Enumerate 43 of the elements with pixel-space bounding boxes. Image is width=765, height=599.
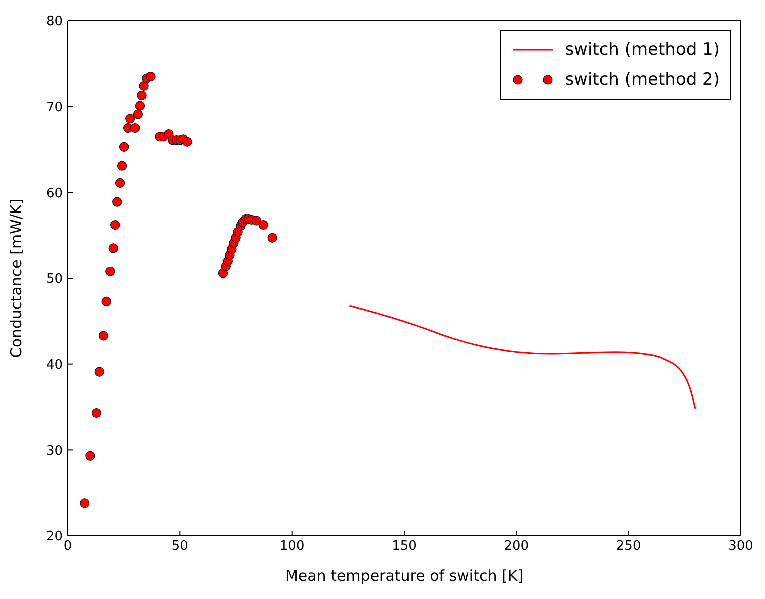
- point: [102, 296, 112, 306]
- point: [146, 72, 156, 82]
- point: [120, 142, 130, 152]
- line-series: [349, 305, 696, 410]
- y-tick-label: 30: [46, 444, 63, 459]
- x-tick-label: 0: [64, 539, 72, 554]
- point: [139, 81, 149, 92]
- point: [126, 114, 136, 124]
- point: [137, 90, 147, 100]
- legend-label: switch (method 2): [565, 69, 720, 92]
- point: [182, 137, 192, 147]
- point: [252, 216, 262, 226]
- x-tick-label: 250: [616, 539, 642, 554]
- x-axis-title: Mean temperature of switch [K]: [285, 567, 524, 585]
- point: [117, 161, 128, 171]
- y-tick-label: 60: [46, 186, 63, 202]
- x-tick-label: 100: [280, 539, 305, 554]
- point: [130, 123, 140, 134]
- legend-label: switch (method 1): [565, 39, 720, 62]
- x-tick-label: 200: [504, 539, 530, 554]
- y-tick-label: 80: [46, 14, 63, 30]
- y-tick-label: 40: [46, 358, 63, 373]
- point: [115, 178, 126, 188]
- y-tick-label: 20: [46, 530, 63, 545]
- point: [106, 266, 116, 276]
- point: [258, 220, 268, 230]
- point: [268, 233, 278, 243]
- y-tick-label: 70: [46, 100, 63, 116]
- point: [110, 220, 120, 230]
- x-tick-label: 300: [728, 539, 754, 554]
- point: [92, 408, 102, 418]
- x-tick-label: 150: [392, 539, 417, 554]
- point: [133, 110, 144, 120]
- y-tick-label: 50: [46, 272, 63, 288]
- point: [80, 498, 90, 508]
- point: [94, 367, 104, 377]
- y-axis-title: Conductance [mW/K]: [7, 198, 26, 358]
- point: [86, 451, 96, 461]
- point: [108, 244, 118, 254]
- point: [135, 101, 146, 111]
- point: [98, 331, 108, 341]
- x-tick-label: 50: [172, 539, 188, 554]
- point: [112, 197, 122, 207]
